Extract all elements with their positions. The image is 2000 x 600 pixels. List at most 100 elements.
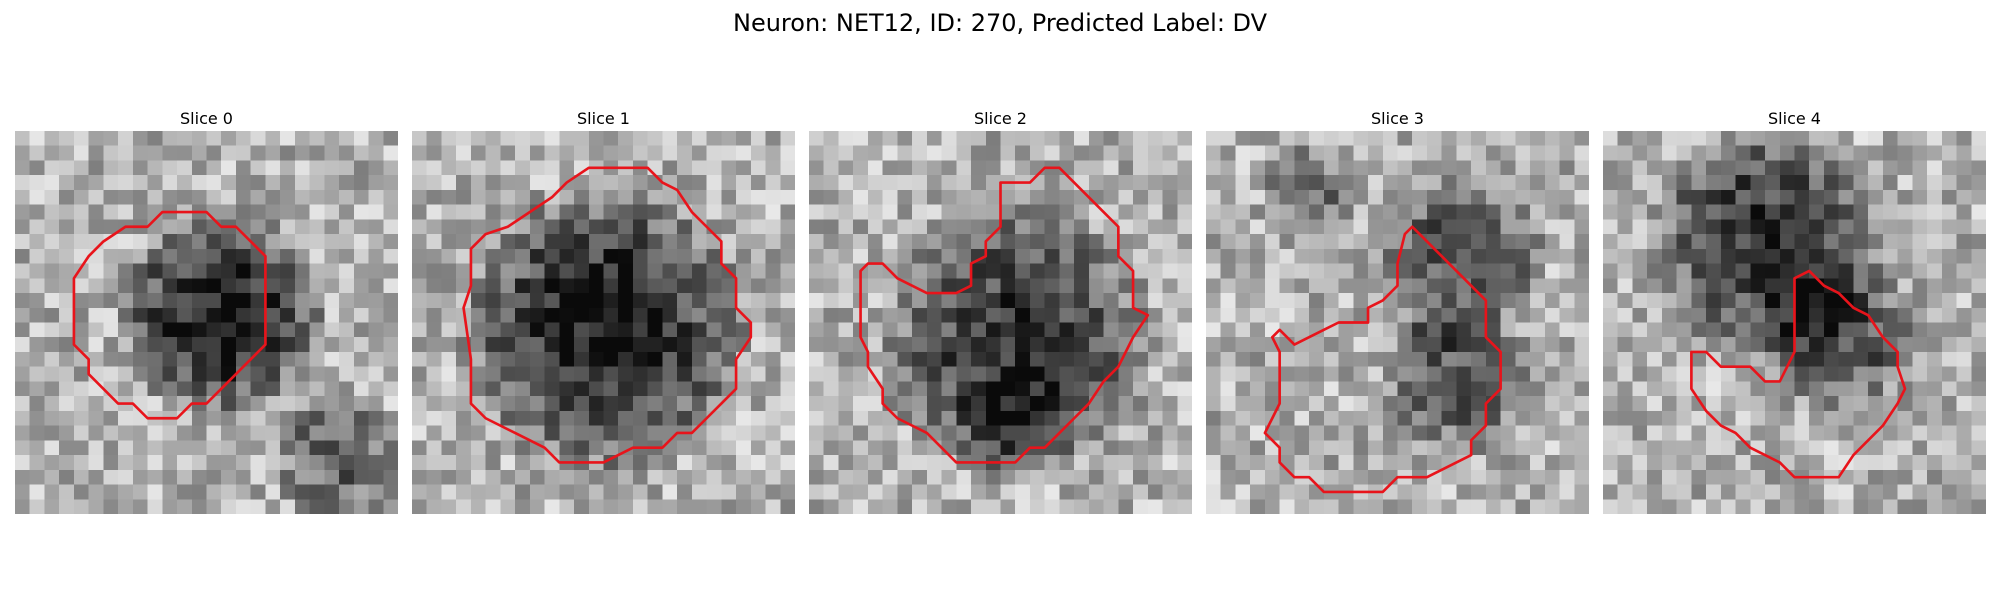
pixel xyxy=(1971,410,1986,426)
pixel xyxy=(59,307,75,323)
pixel xyxy=(485,366,501,382)
pixel xyxy=(1456,425,1472,441)
pixel xyxy=(1853,278,1869,294)
pixel xyxy=(1882,234,1898,250)
pixel xyxy=(191,145,207,161)
pixel xyxy=(1264,131,1280,147)
pixel xyxy=(1882,455,1898,471)
pixel xyxy=(1279,263,1295,279)
pixel xyxy=(1412,263,1428,279)
pixel xyxy=(1853,234,1869,250)
pixel xyxy=(29,189,45,205)
pixel xyxy=(88,425,104,441)
pixel xyxy=(1735,263,1751,279)
pixel xyxy=(456,248,472,264)
pixel xyxy=(73,293,89,309)
pixel xyxy=(1294,381,1310,397)
pixel xyxy=(515,410,531,426)
pixel xyxy=(250,131,266,147)
pixel xyxy=(985,145,1001,161)
pixel xyxy=(59,263,75,279)
pixel xyxy=(1000,351,1016,367)
pixel xyxy=(103,469,119,485)
pixel xyxy=(971,440,987,456)
pixel xyxy=(1647,175,1663,191)
pixel xyxy=(1559,322,1575,338)
pixel xyxy=(1632,337,1648,353)
pixel xyxy=(1015,410,1031,426)
pixel xyxy=(1559,293,1575,309)
pixel xyxy=(1661,248,1677,264)
pixel xyxy=(1162,469,1178,485)
slice-panel-4: Slice 4 xyxy=(1603,108,1986,514)
pixel xyxy=(765,204,781,220)
pixel xyxy=(1456,175,1472,191)
pixel xyxy=(985,204,1001,220)
pixel xyxy=(1471,455,1487,471)
pixel xyxy=(1706,366,1722,382)
pixel xyxy=(1544,351,1560,367)
pixel xyxy=(1059,145,1075,161)
pixel xyxy=(1279,425,1295,441)
pixel xyxy=(368,499,384,514)
pixel xyxy=(1971,175,1986,191)
pixel xyxy=(441,248,457,264)
pixel xyxy=(1382,484,1398,500)
pixel xyxy=(1500,499,1516,514)
pixel xyxy=(383,131,398,147)
pixel xyxy=(765,189,781,205)
pixel xyxy=(441,484,457,500)
pixel xyxy=(44,381,60,397)
pixel xyxy=(235,499,251,514)
pixel xyxy=(324,381,340,397)
pixel xyxy=(912,499,928,514)
pixel xyxy=(1765,322,1781,338)
pixel xyxy=(1294,322,1310,338)
pixel xyxy=(1794,440,1810,456)
pixel xyxy=(1368,455,1384,471)
pixel xyxy=(1617,278,1633,294)
pixel xyxy=(1133,131,1149,147)
pixel xyxy=(1471,248,1487,264)
pixel xyxy=(1015,263,1031,279)
pixel xyxy=(1206,131,1222,147)
pixel xyxy=(1118,440,1134,456)
pixel xyxy=(118,131,134,147)
pixel xyxy=(780,278,795,294)
pixel xyxy=(941,410,957,426)
pixel xyxy=(309,484,325,500)
pixel xyxy=(73,145,89,161)
pixel xyxy=(780,484,795,500)
pixel xyxy=(235,322,251,338)
pixel xyxy=(809,396,825,412)
pixel xyxy=(103,278,119,294)
pixel xyxy=(1750,234,1766,250)
pixel xyxy=(1691,469,1707,485)
pixel xyxy=(956,175,972,191)
pixel xyxy=(1162,337,1178,353)
pixel xyxy=(1632,469,1648,485)
pixel xyxy=(1603,145,1619,161)
pixel xyxy=(1691,234,1707,250)
pixel xyxy=(1264,351,1280,367)
pixel xyxy=(1162,204,1178,220)
pixel xyxy=(1720,293,1736,309)
pixel xyxy=(971,337,987,353)
pixel xyxy=(29,469,45,485)
pixel xyxy=(529,322,545,338)
pixel xyxy=(88,440,104,456)
pixel xyxy=(1382,455,1398,471)
pixel xyxy=(1456,440,1472,456)
pixel xyxy=(691,263,707,279)
pixel xyxy=(1103,499,1119,514)
pixel xyxy=(1044,381,1060,397)
pixel xyxy=(1912,307,1928,323)
pixel xyxy=(1279,131,1295,147)
slice-title: Slice 1 xyxy=(577,109,630,128)
pixel xyxy=(118,307,134,323)
pixel xyxy=(162,351,178,367)
pixel xyxy=(912,131,928,147)
pixel xyxy=(780,263,795,279)
pixel xyxy=(250,469,266,485)
pixel xyxy=(1309,234,1325,250)
